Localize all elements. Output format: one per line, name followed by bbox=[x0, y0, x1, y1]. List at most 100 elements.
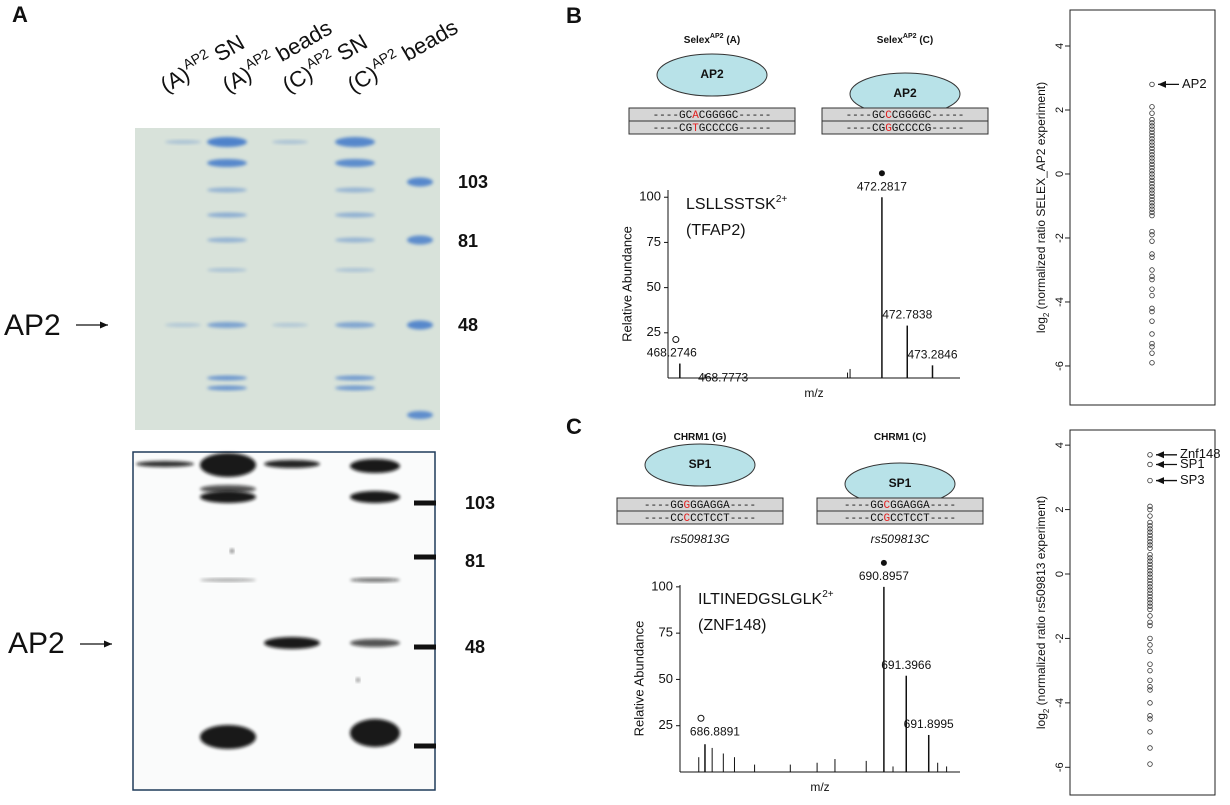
point bbox=[1147, 619, 1153, 626]
y-tick-label: 100 bbox=[639, 189, 661, 204]
allele-label: rs509813G bbox=[670, 532, 729, 546]
y-tick-label: 2 bbox=[1054, 507, 1066, 513]
text-part: GCCCCG----- bbox=[699, 123, 772, 135]
point bbox=[1147, 603, 1153, 609]
point bbox=[1149, 123, 1155, 129]
band bbox=[200, 578, 256, 582]
point bbox=[1147, 519, 1153, 526]
y-tick-label: 4 bbox=[1054, 442, 1066, 448]
point bbox=[1149, 152, 1155, 158]
annotation-arrow-head bbox=[1156, 460, 1164, 468]
text-part: AP2 bbox=[903, 33, 917, 40]
band bbox=[407, 235, 433, 245]
text-part: beads bbox=[392, 14, 462, 69]
band bbox=[335, 268, 375, 272]
peak-label: 690.8957 bbox=[859, 569, 909, 583]
peak-label: 468.7773 bbox=[698, 371, 748, 385]
plot-frame bbox=[1069, 9, 1216, 406]
point bbox=[1149, 190, 1155, 196]
point bbox=[1147, 590, 1153, 597]
band bbox=[350, 578, 400, 582]
marker-dash bbox=[414, 554, 436, 560]
band bbox=[335, 187, 375, 193]
text-part: ----GG bbox=[844, 500, 884, 512]
y-tick-label: 50 bbox=[647, 279, 661, 294]
point bbox=[1147, 535, 1153, 542]
text-part: C bbox=[683, 513, 690, 525]
protein-label: SP1 bbox=[889, 476, 912, 490]
bands bbox=[136, 137, 433, 749]
text-part: CHRM1 (G) bbox=[674, 432, 727, 443]
text-part: (C) bbox=[917, 35, 934, 46]
text-part: (normalized ratio rs509813 experiment) bbox=[1034, 496, 1048, 709]
target-label: AP2 bbox=[4, 309, 61, 342]
point bbox=[1149, 180, 1155, 187]
peak-label: 691.3966 bbox=[881, 658, 931, 672]
point bbox=[1147, 526, 1153, 532]
point bbox=[1149, 209, 1155, 216]
y-tick-label: 0 bbox=[1054, 571, 1066, 577]
band bbox=[335, 159, 375, 167]
x-axis-label: m/z bbox=[810, 780, 829, 794]
y-tick-label: -4 bbox=[1054, 698, 1066, 708]
peak-label: 468.2746 bbox=[647, 346, 697, 360]
text-part: G bbox=[885, 123, 892, 135]
y-tick-label: -4 bbox=[1054, 297, 1066, 307]
point bbox=[1149, 305, 1155, 312]
point bbox=[1147, 571, 1153, 577]
point bbox=[1147, 613, 1153, 619]
annotation-arrow-head bbox=[1156, 451, 1164, 459]
precursor-marker bbox=[672, 336, 680, 344]
point bbox=[1147, 555, 1153, 561]
band bbox=[207, 322, 247, 328]
point bbox=[1149, 340, 1155, 347]
y-axis-label: log2 (normalized ratio rs509813 experime… bbox=[1034, 496, 1050, 729]
point bbox=[1149, 196, 1155, 203]
text-part: GGAGGA---- bbox=[890, 500, 956, 512]
marker-dash bbox=[414, 743, 436, 749]
point bbox=[1147, 564, 1153, 571]
peak-label: 686.8891 bbox=[690, 724, 740, 738]
construct-title: CHRM1 (C) bbox=[874, 432, 926, 443]
y-axis-label: Relative Abundance bbox=[631, 621, 646, 737]
protein-label: SP1 bbox=[689, 457, 712, 471]
point bbox=[1147, 529, 1153, 535]
point bbox=[1147, 687, 1153, 693]
point bbox=[1147, 667, 1153, 674]
point bbox=[1147, 461, 1153, 468]
point bbox=[1149, 120, 1155, 126]
dna-sequence: ----CCGCCTCCT---- bbox=[844, 513, 956, 525]
text-part: G bbox=[883, 513, 890, 525]
point bbox=[1149, 360, 1155, 366]
dna-box bbox=[616, 510, 784, 525]
point bbox=[1149, 158, 1155, 164]
band bbox=[350, 639, 400, 647]
point bbox=[1147, 622, 1153, 629]
precursor-marker bbox=[697, 714, 705, 722]
point bbox=[1149, 184, 1155, 190]
point bbox=[1149, 267, 1155, 273]
target-arrow-head bbox=[100, 321, 108, 329]
band bbox=[200, 453, 256, 477]
target-arrow-head bbox=[104, 640, 112, 648]
point bbox=[1149, 292, 1155, 299]
text-part: G bbox=[683, 500, 690, 512]
band bbox=[207, 385, 247, 391]
text-part: ----CC bbox=[644, 513, 684, 525]
text-part: CGGGGC----- bbox=[699, 110, 772, 122]
text-part: CCTCCT---- bbox=[690, 513, 756, 525]
construct-title: CHRM1 (G) bbox=[674, 432, 727, 443]
x-axis-label: m/z bbox=[804, 386, 823, 400]
band bbox=[335, 212, 375, 218]
band bbox=[207, 268, 247, 272]
point bbox=[1149, 238, 1155, 244]
text-part: (normalized ratio SELEX_AP2 experiment) bbox=[1034, 82, 1048, 313]
point bbox=[1149, 331, 1155, 337]
point bbox=[1147, 716, 1153, 722]
protein-label: (TFAP2) bbox=[686, 222, 746, 239]
point bbox=[1149, 126, 1155, 132]
annotation-label: AP2 bbox=[1182, 76, 1207, 91]
point bbox=[1147, 587, 1153, 593]
band bbox=[272, 140, 308, 144]
